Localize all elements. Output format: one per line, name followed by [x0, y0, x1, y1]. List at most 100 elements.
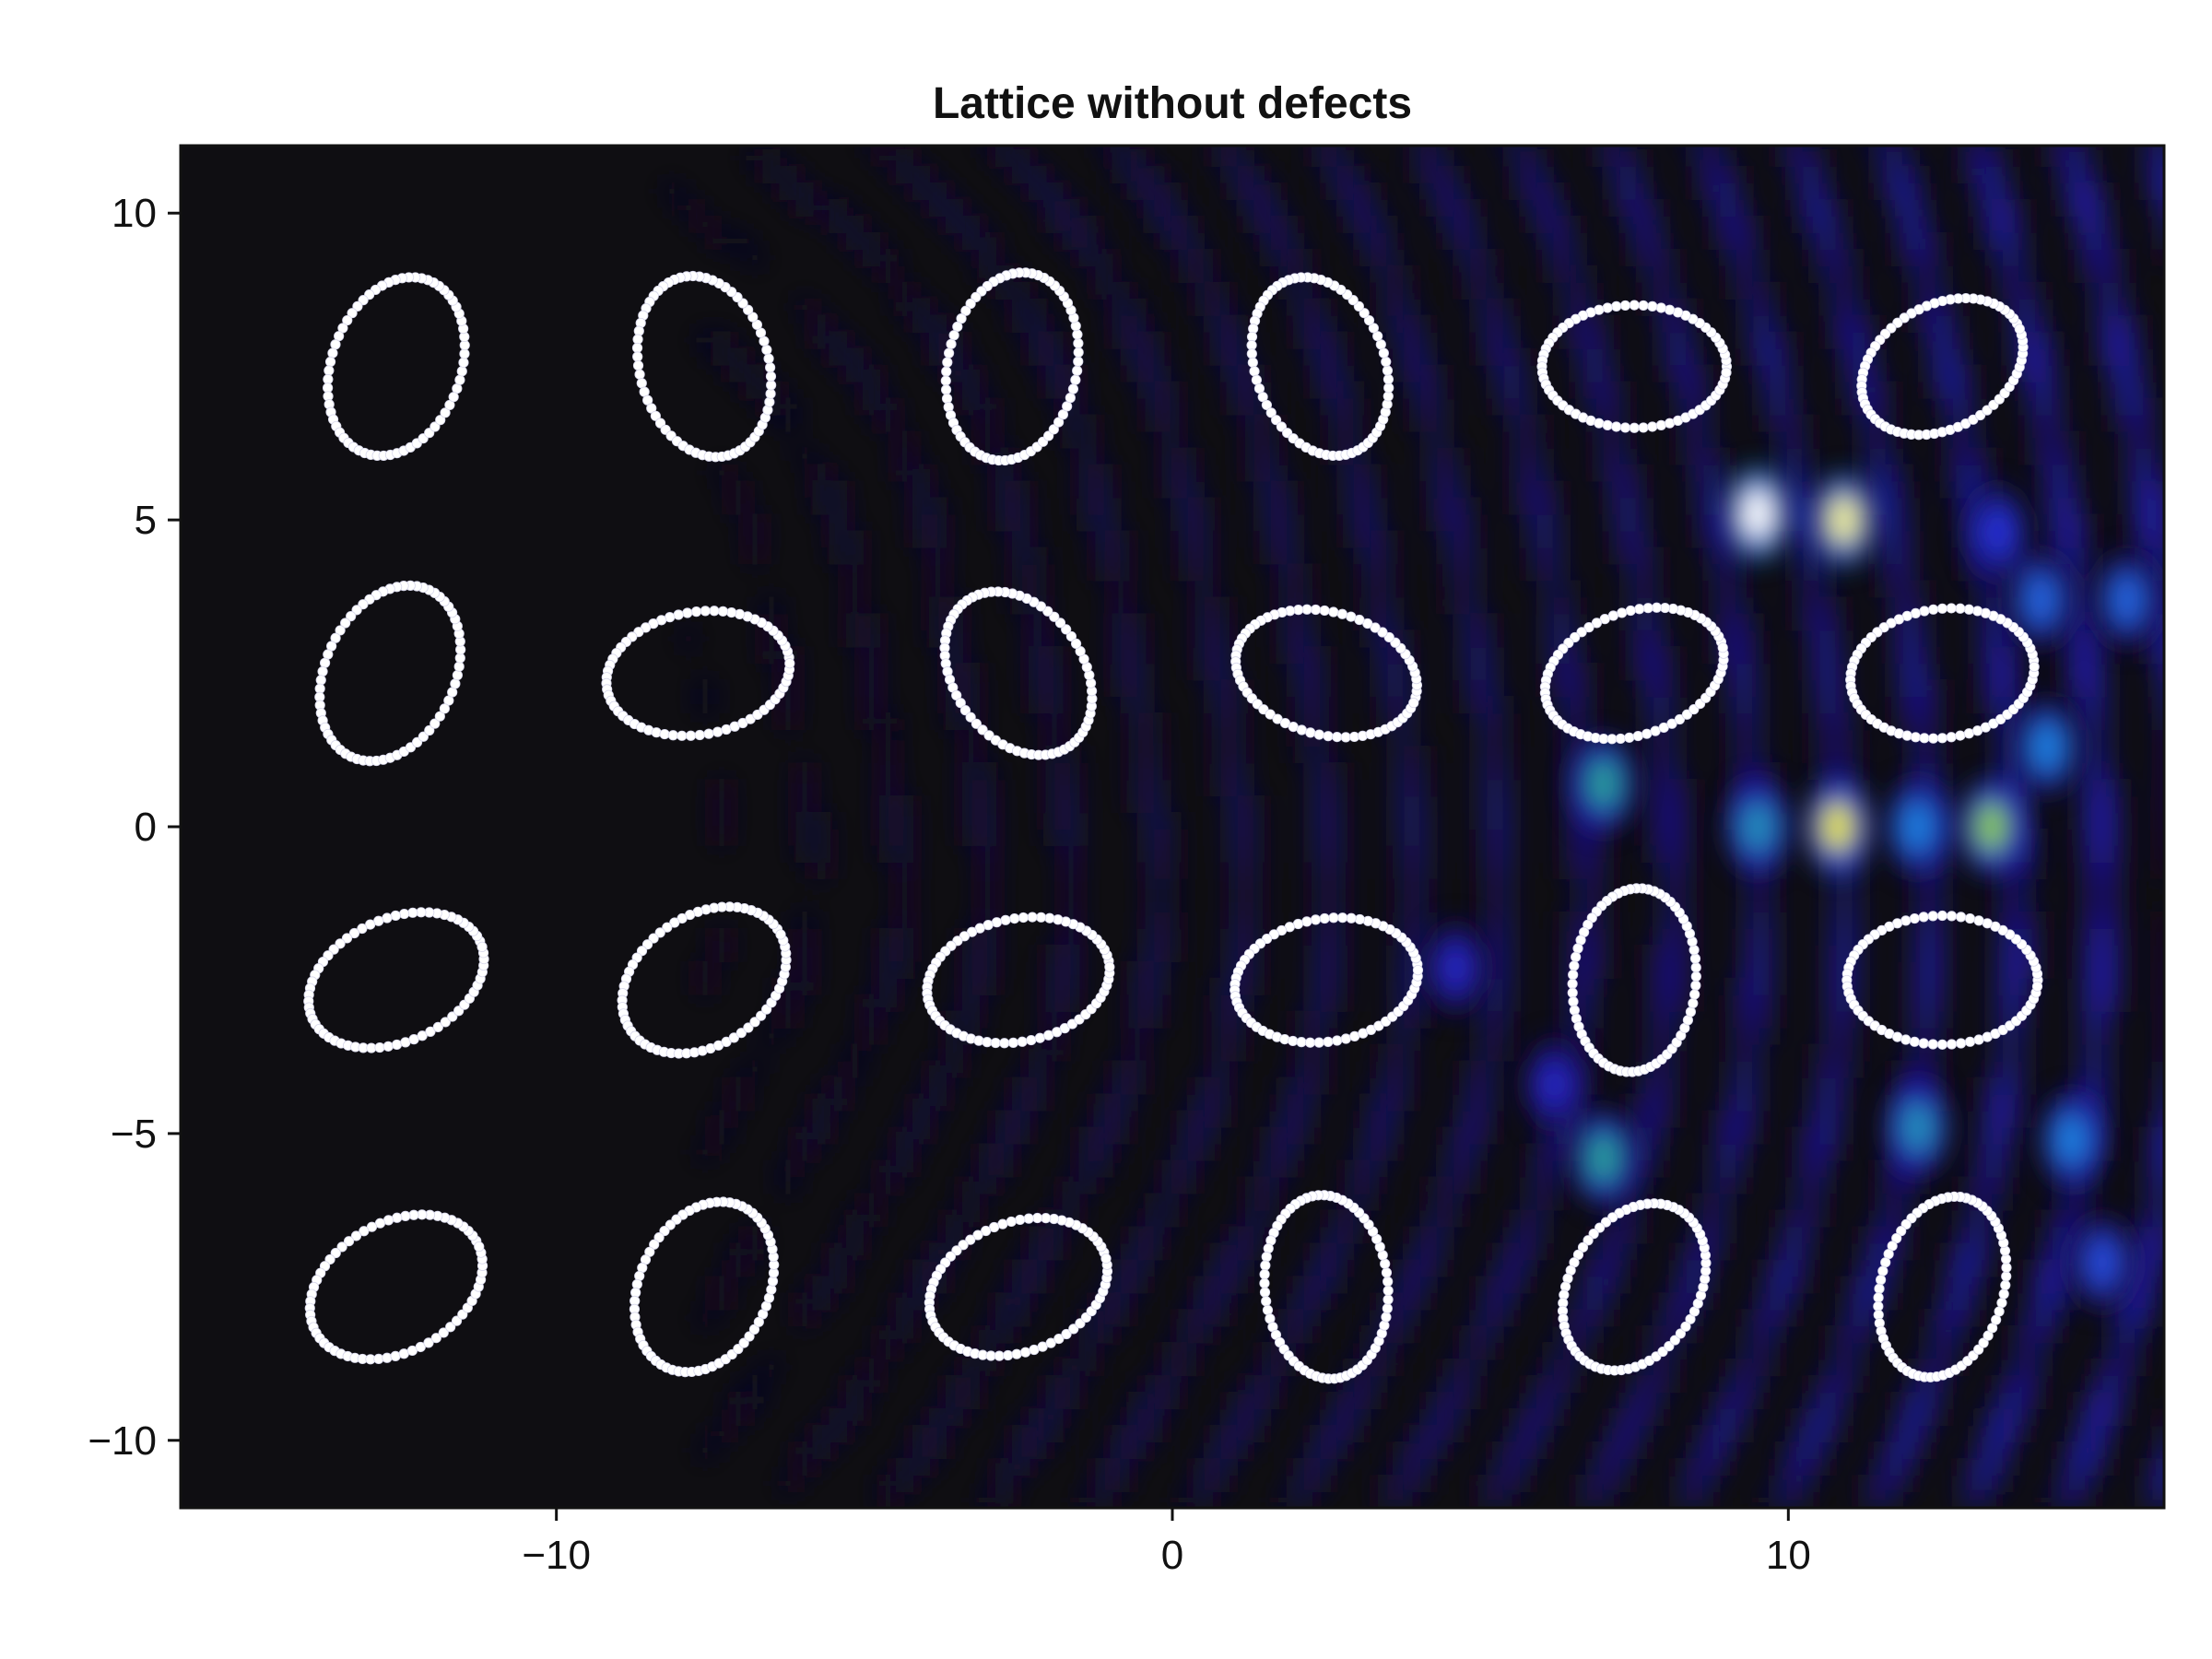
field-cell	[1244, 198, 1263, 217]
field-cell	[878, 977, 897, 995]
field-cell	[2043, 381, 2062, 399]
field-cell	[1843, 894, 1862, 912]
scatterer-22	[1259, 1190, 1394, 1384]
field-cell	[1062, 812, 1080, 830]
field-cell	[1211, 1027, 1230, 1045]
field-cell	[1660, 828, 1679, 846]
field-cell	[1494, 146, 1512, 150]
field-cell	[1910, 746, 1928, 764]
field-cell	[1893, 182, 1912, 200]
field-cell	[1345, 381, 1363, 399]
field-cell	[2143, 1276, 2161, 1294]
field-cell	[1959, 1259, 1978, 1277]
field-cell	[1727, 1060, 1746, 1078]
field-cell	[1843, 927, 1862, 946]
field-cell	[1244, 464, 1263, 482]
field-cell	[1827, 1342, 1845, 1360]
field-cell	[1527, 513, 1546, 532]
field-cell	[1943, 480, 1961, 499]
field-cell	[1827, 281, 1845, 300]
field-cell	[1877, 480, 1895, 499]
field-cell	[1312, 148, 1330, 167]
field-cell	[1078, 215, 1097, 233]
field-cell	[1610, 198, 1629, 217]
field-cell	[1560, 696, 1579, 714]
field-cell	[1411, 812, 1430, 830]
scatterer-24	[1873, 1191, 2012, 1382]
field-cell	[912, 1458, 931, 1477]
field-cell	[1378, 281, 1396, 300]
field-cell	[1511, 182, 1529, 200]
scatterer-point	[348, 927, 360, 939]
field-cell	[1444, 198, 1463, 217]
field-cell	[1827, 1126, 1845, 1145]
field-cell	[729, 497, 747, 515]
field-cell	[1976, 1242, 1994, 1261]
field-cell	[1444, 580, 1463, 598]
field-cell	[1627, 464, 1645, 482]
field-cell	[1976, 1176, 1994, 1194]
field-cell	[1760, 1359, 1779, 1377]
field-hotspot	[2085, 1236, 2120, 1288]
scatterer-point	[1971, 606, 1983, 617]
field-cell	[895, 1126, 913, 1145]
field-cell	[1112, 646, 1130, 665]
scatterer-point	[765, 371, 777, 382]
field-cell	[2126, 513, 2145, 532]
field-cell	[1910, 977, 1928, 995]
field-cell	[2159, 613, 2164, 631]
field-cell	[1926, 1010, 1945, 1029]
field-cell	[1660, 812, 1679, 830]
field-cell	[1810, 1143, 1829, 1161]
field-cell	[2077, 1027, 2095, 1045]
field-cell	[2159, 1126, 2164, 1145]
field-cell	[1993, 977, 2011, 995]
field-cell	[1145, 215, 1163, 233]
field-cell	[1777, 1242, 1795, 1261]
field-cell	[1677, 1458, 1696, 1477]
field-cell	[1627, 663, 1645, 681]
field-cell	[1910, 1392, 1928, 1410]
field-cell	[929, 580, 947, 598]
field-cell	[1228, 894, 1246, 912]
field-cell	[1810, 746, 1829, 764]
field-cell	[2043, 148, 2062, 167]
field-cell	[2093, 1043, 2112, 1062]
scatterer-point	[445, 1322, 456, 1333]
field-cell	[1145, 795, 1163, 814]
field-cell	[1711, 1159, 1729, 1178]
field-cell	[1794, 1259, 1812, 1277]
field-cell	[2159, 480, 2164, 499]
field-cell	[2110, 927, 2128, 946]
scatterer-point	[1928, 733, 1939, 744]
field-cell	[2060, 1458, 2078, 1477]
field-cell	[878, 1475, 897, 1493]
field-cell	[2077, 762, 2095, 781]
field-cell	[1760, 1325, 1779, 1344]
field-cell	[929, 314, 947, 333]
field-cell	[1062, 795, 1080, 814]
field-cell	[1727, 977, 1746, 995]
field-cell	[1910, 679, 1928, 698]
field-cell	[1560, 911, 1579, 929]
field-cell	[1976, 679, 1994, 698]
field-cell	[1777, 447, 1795, 465]
field-cell	[1794, 513, 1812, 532]
scatterer-point	[1717, 642, 1728, 653]
field-cell	[2060, 497, 2078, 515]
field-cell	[1312, 314, 1330, 333]
field-cell	[1128, 994, 1147, 1012]
field-cell	[1627, 1209, 1645, 1228]
field-cell	[1711, 447, 1729, 465]
field-cell	[1461, 629, 1479, 648]
scatterer-point	[382, 1352, 393, 1363]
field-cell	[1926, 1060, 1945, 1078]
field-cell	[1993, 580, 2011, 598]
field-cell	[1594, 397, 1612, 416]
y-tick-label: −10	[88, 1418, 157, 1464]
field-cell	[862, 712, 880, 731]
field-cell	[1128, 712, 1147, 731]
field-cell	[2009, 1408, 2028, 1427]
field-cell	[1744, 629, 1762, 648]
field-cell	[2110, 960, 2128, 979]
